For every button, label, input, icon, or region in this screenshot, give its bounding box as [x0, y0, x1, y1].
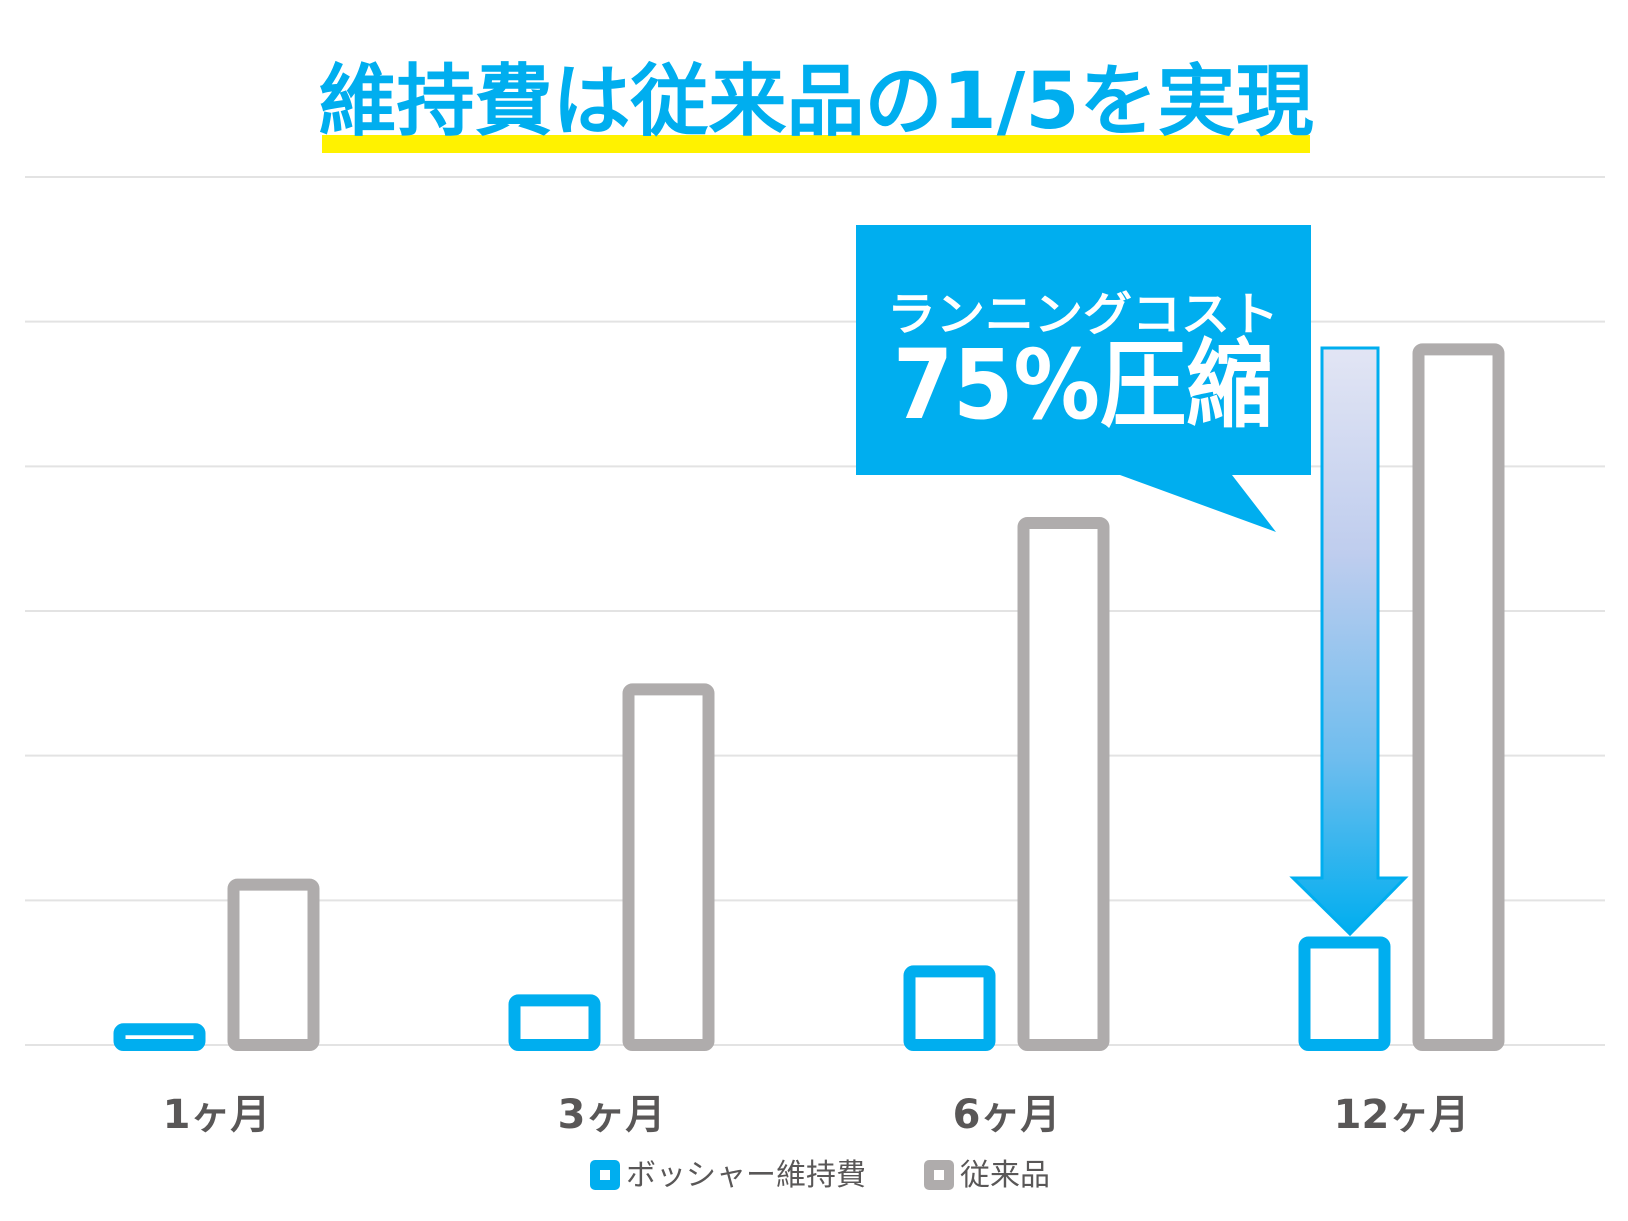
bar-conventional — [622, 683, 715, 1051]
bars — [113, 343, 1505, 1052]
legend-label-conventional: 従来品 — [960, 1158, 1050, 1193]
bar-bossya — [113, 1023, 206, 1052]
bar-conventional — [1017, 516, 1110, 1051]
callout-line1: ランニングコスト — [887, 287, 1279, 341]
bar-conventional — [227, 878, 320, 1052]
x-tick-label: 6ヶ月 — [953, 1092, 1061, 1138]
x-axis-labels: 1ヶ月 3ヶ月 6ヶ月 12ヶ月 — [163, 1092, 1470, 1138]
legend-label-bossya: ボッシャー維持費 — [626, 1158, 866, 1193]
callout-box — [856, 225, 1311, 532]
x-tick-label: 12ヶ月 — [1334, 1092, 1470, 1138]
bar-bossya — [1298, 936, 1391, 1051]
arrow-shaft — [1289, 346, 1409, 937]
legend-item-bossya: ボッシャー維持費 — [590, 1158, 866, 1193]
x-tick-label: 3ヶ月 — [558, 1092, 666, 1138]
chart-title: 維持費は従来品の1/5を実現 — [318, 57, 1313, 147]
bar-bossya — [508, 994, 601, 1051]
callout: ランニングコスト 75%圧縮 — [856, 225, 1311, 532]
down-arrow-icon — [1289, 346, 1409, 937]
x-tick-label: 1ヶ月 — [163, 1092, 271, 1138]
legend: ボッシャー維持費 従来品 — [590, 1158, 1050, 1193]
legend-item-conventional: 従来品 — [924, 1158, 1050, 1193]
callout-line2: 75%圧縮 — [893, 329, 1273, 441]
bar-bossya — [903, 965, 996, 1052]
title-underline — [322, 135, 1310, 153]
bar-conventional — [1412, 343, 1505, 1052]
